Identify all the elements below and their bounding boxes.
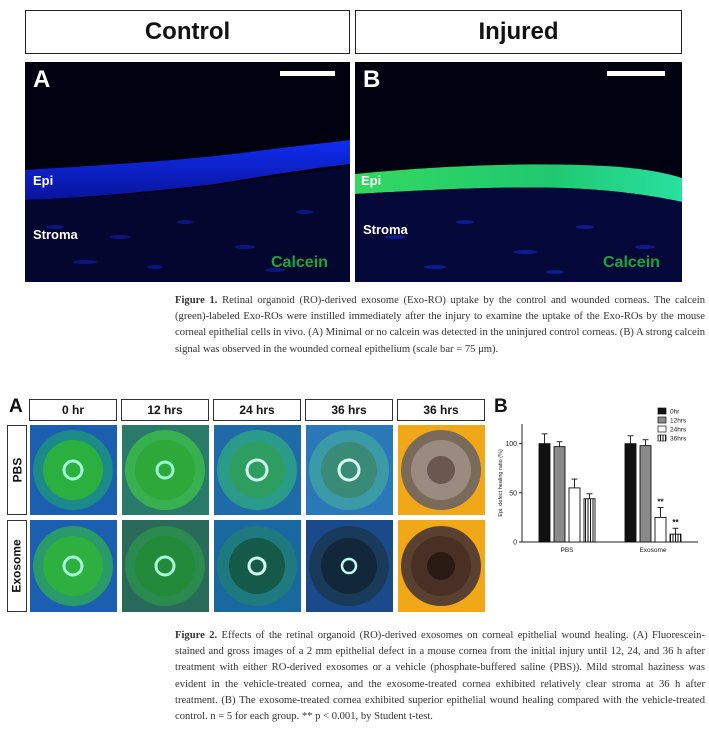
col-header-24hrs-label: 24 hrs [239, 403, 275, 417]
legend-swatch [657, 416, 667, 424]
y-axis-label: Epi. defect healing ratio (%) [498, 449, 504, 517]
panel-b-calcein-label: Calcein [603, 254, 660, 271]
eye-exosome-12hrs [122, 520, 209, 612]
eye-pbs-0hr [30, 425, 117, 515]
panel-b-epi-label: Epi [361, 173, 382, 188]
col-header-0hr-label: 0 hr [61, 403, 84, 417]
injured-header: Injured [355, 10, 682, 54]
col-header-24hrs: 24 hrs [213, 399, 301, 421]
y-tick-label: 50 [509, 490, 517, 497]
x-tick-label: PBS [560, 547, 574, 554]
eye-exosome-24hrs [214, 520, 301, 612]
panel-a-stroma-label: Stroma [33, 227, 78, 242]
eye-pbs-24hrs [214, 425, 301, 515]
legend-label: 12hrs [670, 418, 687, 425]
col-header-36hrs: 36 hrs [305, 399, 393, 421]
bar [669, 533, 682, 543]
row-header-pbs: PBS [7, 425, 27, 515]
bar [639, 445, 652, 543]
eye-pbs-36hrs [306, 425, 393, 515]
y-tick-label: 0 [513, 540, 517, 547]
legend-swatch [657, 407, 667, 415]
injured-header-label: Injured [478, 18, 559, 45]
col-header-12hrs: 12 hrs [121, 399, 209, 421]
panel-b-stroma-label: Stroma [363, 222, 408, 237]
control-header-label: Control [144, 18, 231, 45]
control-header: Control [25, 10, 350, 54]
bar [583, 498, 596, 543]
fig2-panel-b-label: B [494, 396, 508, 417]
col-header-36hrs-gross: 36 hrs [397, 399, 485, 421]
legend-swatch [657, 434, 667, 442]
col-header-0hr: 0 hr [29, 399, 117, 421]
row-header-exosome: Exosome [7, 520, 27, 612]
legend-label: 24hrs [670, 427, 687, 434]
eye-pbs-36hrs-gross [398, 425, 485, 515]
panel-a-calcein-label: Calcein [271, 254, 328, 271]
micrograph-injured: B Epi Stroma Calcein [355, 62, 682, 282]
legend-label: 36hrs [670, 436, 687, 443]
figure2-caption: Figure 2. Effects of the retinal organoi… [175, 628, 705, 725]
figure1-caption: Figure 1. Retinal organoid (RO)-derived … [175, 293, 705, 358]
bar [553, 446, 566, 543]
col-header-36hrs-label: 36 hrs [331, 403, 367, 417]
figure1-caption-label: Figure 1. [175, 295, 218, 306]
row-header-pbs-label: PBS [10, 457, 24, 483]
x-tick-label: Exosome [639, 547, 666, 554]
figure2-caption-label: Figure 2. [175, 630, 218, 641]
significance-label: ** [672, 518, 679, 527]
panel-a-epi-label: Epi [33, 173, 54, 188]
panel-b-label: B [363, 66, 381, 93]
bar [624, 443, 637, 543]
panel-a-label: A [33, 66, 51, 93]
micrograph-injured-image [355, 62, 682, 282]
y-tick-label: 100 [505, 441, 517, 448]
eye-exosome-0hr [30, 520, 117, 612]
fig2-panel-a-label: A [9, 396, 23, 417]
figure1-caption-text: Retinal organoid (RO)-derived exosome (E… [175, 295, 705, 355]
legend-swatch [657, 425, 667, 433]
eye-exosome-36hrs-gross [398, 520, 485, 612]
micrograph-control-image [25, 62, 350, 282]
significance-label: ** [657, 498, 664, 507]
bar [568, 487, 581, 543]
row-header-exosome-label: Exosome [10, 539, 25, 593]
figure2-caption-text: Effects of the retinal organoid (RO)-der… [175, 630, 705, 723]
bar [538, 443, 551, 543]
eye-pbs-12hrs [122, 425, 209, 515]
col-header-12hrs-label: 12 hrs [147, 403, 183, 417]
eye-exosome-36hrs [306, 520, 393, 612]
legend-label: 0hr [670, 409, 680, 416]
col-header-36hrs-gross-label: 36 hrs [423, 403, 459, 417]
micrograph-control: A Epi Stroma Calcein [25, 62, 350, 282]
bar [654, 516, 667, 543]
